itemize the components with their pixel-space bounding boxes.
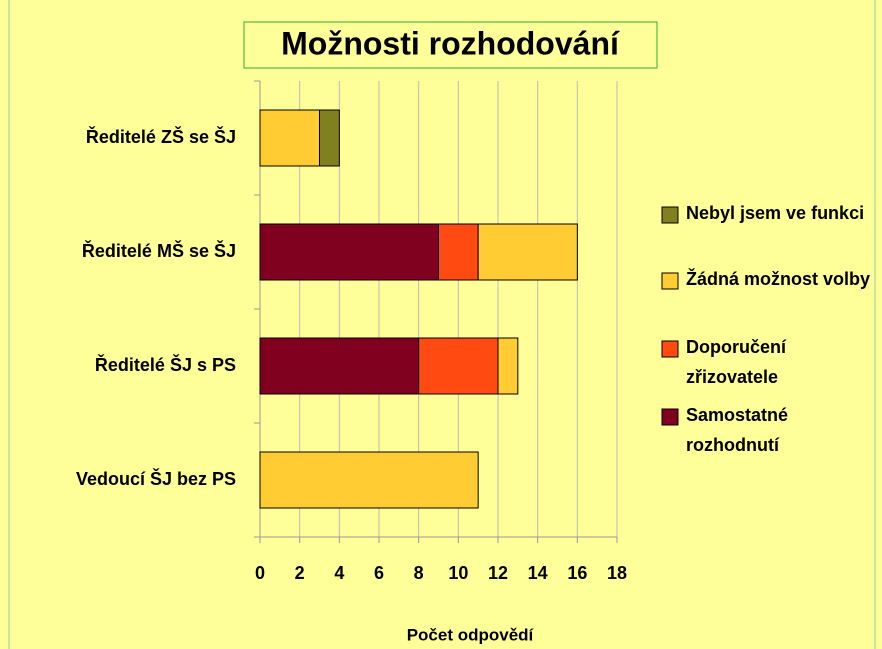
x-tick-label: 14 bbox=[528, 563, 548, 583]
x-tick-label: 8 bbox=[414, 563, 424, 583]
x-tick-label: 2 bbox=[295, 563, 305, 583]
x-axis-title: Počet odpovědí bbox=[407, 625, 535, 644]
title-box bbox=[243, 21, 658, 69]
y-tick-label: Ředitelé MŠ se ŠJ bbox=[82, 240, 236, 261]
x-tick-label: 0 bbox=[255, 563, 265, 583]
bar-segment bbox=[259, 337, 420, 395]
chart-title: Možnosti rozhodování bbox=[281, 25, 620, 61]
bar-segment bbox=[259, 223, 439, 281]
y-tick-label: Vedoucí ŠJ bez PS bbox=[76, 468, 236, 489]
bar-segment bbox=[259, 109, 320, 167]
x-tick-label: 6 bbox=[374, 563, 384, 583]
legend-label: Nebyl jsem ve funkci bbox=[686, 203, 865, 223]
bar-segment bbox=[259, 451, 479, 509]
bar-segment bbox=[418, 337, 499, 395]
chart-frame bbox=[8, 0, 876, 649]
x-tick-label: 10 bbox=[448, 563, 468, 583]
legend-swatch bbox=[661, 206, 679, 224]
x-tick-label: 12 bbox=[488, 563, 508, 583]
legend-label: Doporučení zřizovatele bbox=[686, 337, 787, 387]
y-tick-label: Ředitelé ZŠ se ŠJ bbox=[86, 126, 236, 147]
legend-swatch bbox=[661, 272, 679, 290]
x-tick-label: 18 bbox=[607, 563, 627, 583]
legend-swatch bbox=[661, 408, 679, 426]
legend-swatch bbox=[661, 340, 679, 358]
legend-label: Žádná možnost volby bbox=[686, 269, 871, 289]
bar-segment bbox=[497, 337, 519, 395]
x-tick-label: 4 bbox=[334, 563, 344, 583]
bar-segment bbox=[319, 109, 340, 167]
y-tick-label: Ředitelé ŠJ s PS bbox=[95, 354, 236, 375]
bar-segment bbox=[477, 223, 578, 281]
legend-label: Samostatné rozhodnutí bbox=[686, 405, 789, 455]
x-tick-label: 16 bbox=[567, 563, 587, 583]
bar-segment bbox=[438, 223, 479, 281]
